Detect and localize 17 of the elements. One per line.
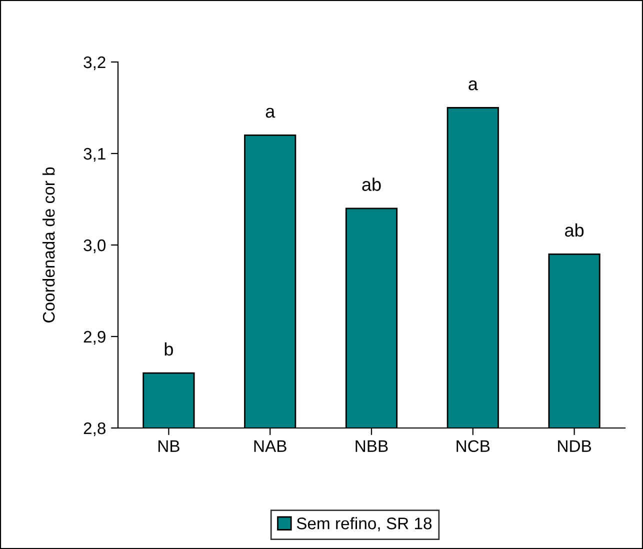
- y-tick-label: 2,8: [84, 422, 106, 436]
- annotation: a: [266, 108, 276, 118]
- annotation: ab: [362, 178, 381, 191]
- y-tick-label: 2,9: [84, 330, 106, 345]
- y-tick-label: 3,1: [84, 148, 106, 162]
- y-tick-label: 3,0: [84, 239, 106, 254]
- legend-label: Sem refino, SR 18: [296, 517, 432, 532]
- annotation: ab: [565, 223, 584, 237]
- annotation: a: [468, 80, 478, 90]
- y-tick-label: 3,2: [84, 56, 106, 70]
- annotation: b: [164, 342, 173, 356]
- x-tick-label: NAB: [254, 440, 286, 452]
- x-tick-label: NDB: [558, 440, 592, 452]
- x-tick-label: NBB: [356, 440, 388, 452]
- x-tick-label: NCB: [456, 440, 490, 452]
- x-tick-label: NB: [158, 440, 180, 452]
- y-axis-title: Coordenada de cor b: [42, 167, 55, 322]
